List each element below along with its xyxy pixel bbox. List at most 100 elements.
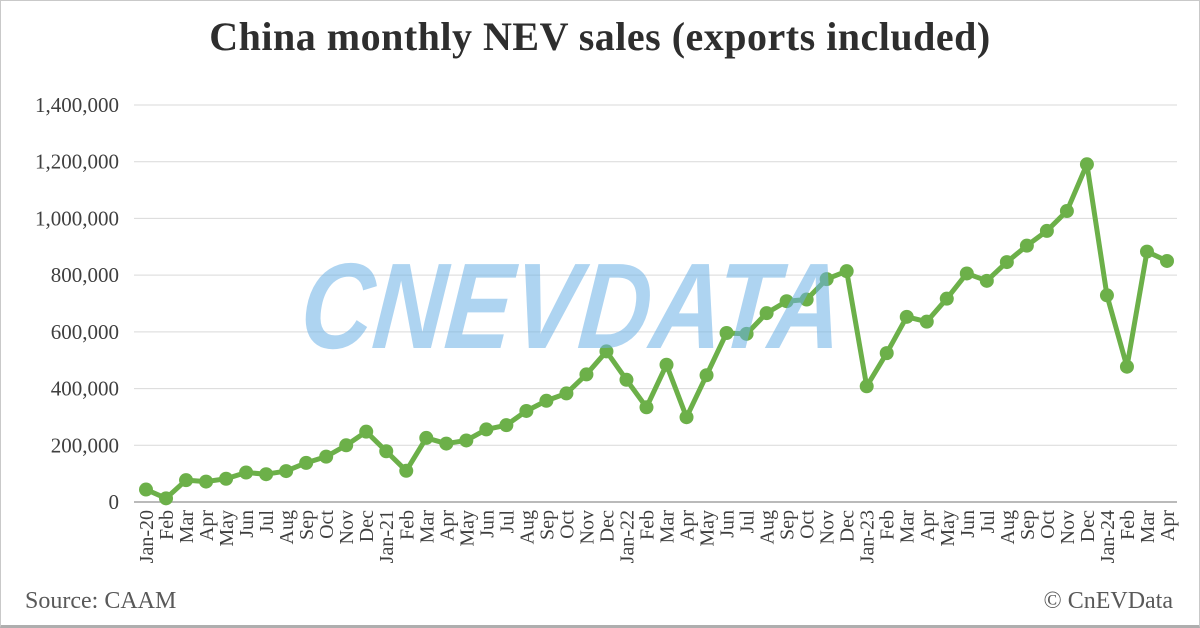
x-axis-tick-label: May: [697, 510, 719, 547]
x-axis-tick-label: Jul: [496, 510, 518, 534]
data-point: [259, 467, 274, 482]
data-point: [1039, 223, 1054, 238]
y-axis-tick-label: 800,000: [51, 263, 119, 287]
data-point: [239, 465, 254, 480]
data-point: [139, 482, 153, 497]
x-axis-tick-label: Jun: [957, 510, 979, 538]
x-axis-tick-label: Jan-21: [376, 510, 398, 563]
x-axis-tick-label: Apr: [196, 510, 218, 541]
data-point: [959, 266, 974, 281]
data-point: [1019, 238, 1034, 253]
y-axis-tick-label: 600,000: [51, 320, 119, 344]
data-point: [1059, 204, 1074, 219]
x-axis-tick-label: Mar: [657, 510, 679, 544]
y-axis-tick-label: 1,200,000: [35, 150, 119, 174]
x-axis-tick-label: Sep: [777, 510, 799, 540]
x-axis-tick-label: Jun: [717, 510, 739, 538]
data-point: [359, 424, 374, 439]
x-axis-tick-label: Dec: [837, 510, 859, 542]
x-axis-tick-label: Jan-20: [136, 510, 158, 563]
data-point: [199, 474, 214, 489]
x-axis-tick-label: Sep: [536, 510, 558, 540]
data-point: [679, 410, 694, 425]
x-axis-tick-label: Apr: [677, 510, 699, 541]
x-axis-tick-label: Nov: [817, 510, 839, 544]
x-axis-tick-label: Aug: [516, 510, 538, 544]
y-axis-tick-label: 200,000: [51, 433, 119, 457]
x-axis-tick-label: Sep: [1017, 510, 1039, 540]
x-axis-tick-label: May: [937, 510, 959, 547]
x-axis-tick-label: Nov: [336, 510, 358, 544]
x-axis-tick-label: Jul: [977, 510, 999, 534]
data-point: [779, 294, 794, 309]
x-axis-tick-label: Oct: [1037, 510, 1059, 539]
data-point: [439, 436, 454, 451]
data-point: [879, 346, 894, 361]
series-line: [143, 161, 1170, 501]
x-axis-tick-label: Sep: [296, 510, 318, 540]
y-axis-tick-label: 1,400,000: [35, 93, 119, 117]
data-point: [759, 306, 774, 321]
data-point: [559, 386, 574, 401]
x-axis-tick-label: Mar: [897, 510, 919, 544]
data-point: [979, 273, 994, 288]
x-axis-tick-label: Nov: [1057, 510, 1079, 544]
x-axis-tick-label: Apr: [917, 510, 939, 541]
data-point: [319, 449, 334, 464]
data-point: [599, 344, 614, 359]
data-point: [799, 292, 814, 307]
data-point: [739, 326, 754, 341]
data-point: [579, 367, 594, 382]
x-axis-tick-label: Jun: [236, 510, 258, 538]
x-axis-tick-label: Oct: [316, 510, 338, 539]
data-point: [159, 491, 174, 506]
x-axis-tick-label: Feb: [156, 510, 178, 540]
y-axis-tick-label: 0: [109, 490, 120, 514]
data-point: [299, 455, 314, 470]
data-point: [219, 471, 234, 486]
x-axis-tick-label: Aug: [757, 510, 779, 544]
data-point: [1119, 359, 1134, 374]
data-point: [1139, 244, 1154, 259]
x-axis-tick-label: Dec: [1077, 510, 1099, 542]
x-axis-tick-label: Mar: [176, 510, 198, 544]
data-point: [659, 357, 674, 372]
x-axis-tick-label: May: [216, 510, 238, 547]
data-point: [839, 264, 854, 279]
x-axis-tick-label: Aug: [276, 510, 298, 544]
x-axis-tick-label: Apr: [1157, 510, 1179, 541]
data-point: [939, 291, 954, 306]
data-point: [499, 418, 514, 433]
y-axis-tick-label: 1,000,000: [35, 206, 119, 230]
x-axis-tick-label: Dec: [596, 510, 618, 542]
x-axis-tick-label: Jan-22: [616, 510, 638, 563]
x-axis-tick-label: Jul: [256, 510, 278, 534]
x-axis-tick-label: Apr: [436, 510, 458, 541]
credit-label: © CnEVData: [1043, 588, 1173, 614]
data-point: [459, 433, 474, 448]
x-axis-tick-label: Mar: [1137, 510, 1159, 544]
x-axis-tick-label: Mar: [416, 510, 438, 544]
x-axis-tick-label: Feb: [877, 510, 899, 540]
data-point: [1099, 288, 1114, 303]
x-axis-tick-label: Jun: [476, 510, 498, 538]
x-axis-tick-label: Dec: [356, 510, 378, 542]
data-point: [859, 379, 874, 394]
data-point: [279, 464, 294, 479]
data-point: [639, 400, 654, 415]
x-axis-tick-label: Oct: [797, 510, 819, 539]
x-axis-tick-label: Feb: [396, 510, 418, 540]
data-point: [1160, 253, 1174, 268]
data-point: [419, 430, 434, 445]
data-point: [1079, 157, 1094, 172]
x-axis-tick-label: May: [456, 510, 478, 547]
chart-title: China monthly NEV sales (exports include…: [209, 14, 991, 59]
x-axis-tick-label: Oct: [556, 510, 578, 539]
data-point: [539, 393, 554, 408]
x-axis-tick-label: Jul: [737, 510, 759, 534]
data-point: [719, 325, 734, 340]
data-point: [339, 438, 354, 453]
data-point: [699, 368, 714, 383]
